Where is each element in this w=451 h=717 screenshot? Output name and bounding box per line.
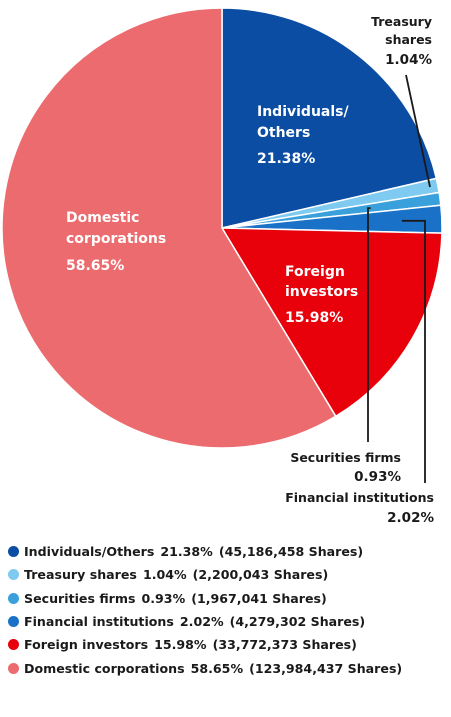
legend: Individuals/Others 21.38% (45,186,458 Shar…	[8, 540, 448, 680]
legend-label: Domestic corporations	[24, 660, 185, 676]
slice-label-foreign-investors: Foreign investors 15.98%	[285, 264, 358, 326]
legend-percent: 15.98%	[154, 637, 207, 653]
legend-percent: 1.04%	[142, 567, 187, 583]
legend-item-foreign-investors: Foreign investors 15.98% (33,772,373 Share…	[8, 633, 448, 656]
legend-label: Financial institutions	[24, 614, 174, 630]
leader-line-treasury-shares	[405, 74, 431, 188]
legend-label: Foreign investors	[24, 637, 149, 653]
legend-label: Securities firms	[24, 590, 136, 606]
legend-label: Individuals/Others	[24, 544, 155, 560]
slice-label-securities-firms: Securities firms 0.93%	[290, 450, 401, 485]
legend-dot-icon	[8, 569, 19, 581]
legend-dot-icon	[8, 592, 19, 604]
slice-label-treasury-shares: Treasury shares 1.04%	[371, 14, 432, 68]
legend-dot-icon	[8, 639, 19, 651]
legend-label: Treasury shares	[24, 567, 137, 583]
legend-percent: 0.93%	[141, 590, 186, 606]
slice-label-individuals-others: Individuals/Others 21.38%	[257, 104, 349, 167]
pie-slice-domestic-corporations	[1, 7, 337, 449]
legend-item-securities-firms: Securities firms 0.93% (1,967,041 Shares)	[8, 587, 448, 610]
pie-slice-foreign-investors	[220, 227, 443, 418]
legend-dot-icon	[8, 616, 19, 628]
legend-item-individuals-others: Individuals/Others 21.38% (45,186,458 Shar…	[8, 540, 448, 563]
legend-shares: (2,200,043 Shares)	[192, 567, 329, 583]
legend-item-treasury-shares: Treasury shares 1.04% (2,200,043 Shares)	[8, 563, 448, 586]
legend-item-domestic-corporations: Domestic corporations 58.65% (123,984,437 …	[8, 656, 448, 679]
legend-percent: 21.38%	[160, 544, 213, 560]
legend-shares: (4,279,302 Shares)	[229, 614, 366, 630]
legend-shares: (1,967,041 Shares)	[191, 590, 327, 606]
legend-dot-icon	[8, 546, 19, 558]
legend-percent: 58.65%	[190, 660, 244, 676]
legend-shares: (123,984,437 Shares)	[249, 660, 403, 676]
legend-item-financial-institutions: Financial institutions 2.02% (4,279,302 Sh…	[8, 610, 448, 633]
legend-dot-icon	[8, 662, 19, 674]
pie-slice-individuals-others	[221, 7, 438, 229]
leader-line-securities-firms	[367, 207, 371, 442]
legend-shares: (33,772,373 Shares)	[212, 637, 357, 653]
legend-percent: 2.02%	[179, 614, 224, 630]
slice-label-financial-institutions: Financial institutions 2.02%	[285, 490, 434, 526]
legend-shares: (45,186,458 Shares)	[218, 544, 364, 560]
pie-chart: Individuals/Others 21.38% Foreign investors…	[1, 7, 443, 526]
slice-label-domestic-corporations: Domestic corporations 58.65%	[66, 210, 166, 274]
leader-line-financial-institutions	[401, 219, 426, 483]
